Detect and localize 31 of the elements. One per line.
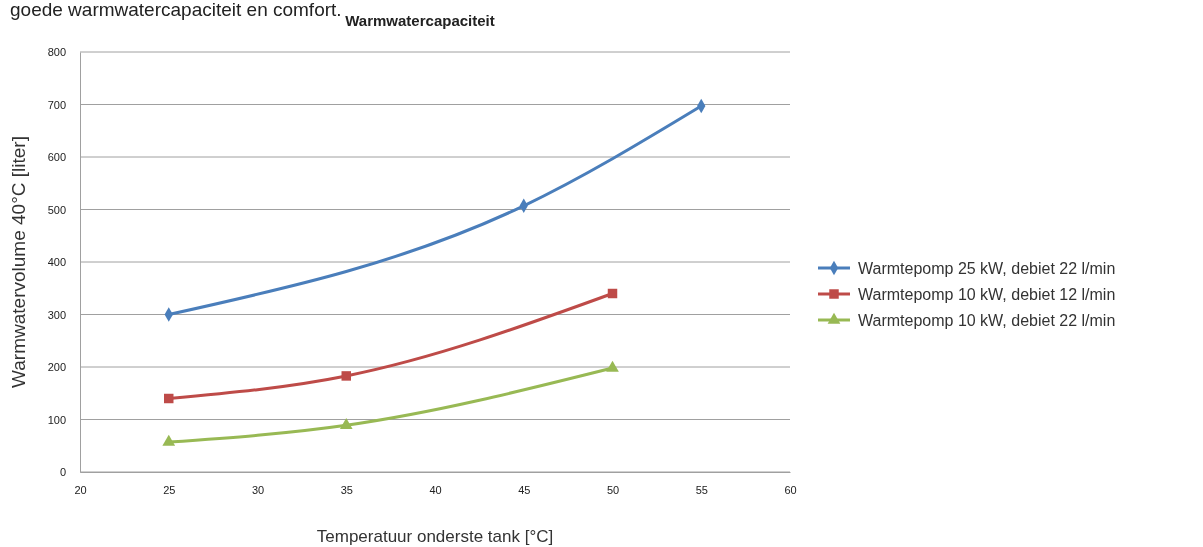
point [339,417,353,429]
y-tick-label: 600 [47,151,66,164]
x-tick-label: 55 [695,483,708,496]
x-axis-title: Temperatuur onderste tank [°C] [316,527,554,546]
x-tick-label: 45 [518,483,531,496]
y-tick-label: 700 [47,98,66,111]
y-axis-title: Warmwatervolume 40°C [liter] [8,136,29,388]
y-tick-label: 0 [59,466,66,479]
legend-label: Warmtepomp 10 kW, debiet 12 l/min [858,285,1116,303]
point [341,371,351,381]
legend-label: Warmtepomp 25 kW, debiet 22 l/min [858,259,1116,277]
x-tick-label: 25 [163,483,176,496]
x-tick-label: 60 [784,483,797,496]
legend-label: Warmtepomp 10 kW, debiet 22 l/min [858,311,1116,329]
y-tick-label: 200 [47,361,66,374]
x-tick-label: 20 [74,483,87,496]
point [164,393,174,404]
y-tick-label: 300 [47,308,66,321]
point [606,360,619,372]
x-tick-label: 40 [429,483,442,496]
x-tick-label: 30 [251,483,265,496]
y-tick-label: 100 [47,413,66,426]
x-tick-label: 50 [606,483,620,496]
y-tick-label: 500 [47,203,66,216]
y-tick-label: 400 [47,256,66,269]
text: goede warmwatercapaciteit en comfort. [10,0,342,20]
point [607,288,618,299]
point [162,434,176,446]
x-tick-label: 35 [340,483,353,496]
y-tick-label: 800 [47,46,66,59]
chart-title: Warmwatercapaciteit [345,12,495,29]
